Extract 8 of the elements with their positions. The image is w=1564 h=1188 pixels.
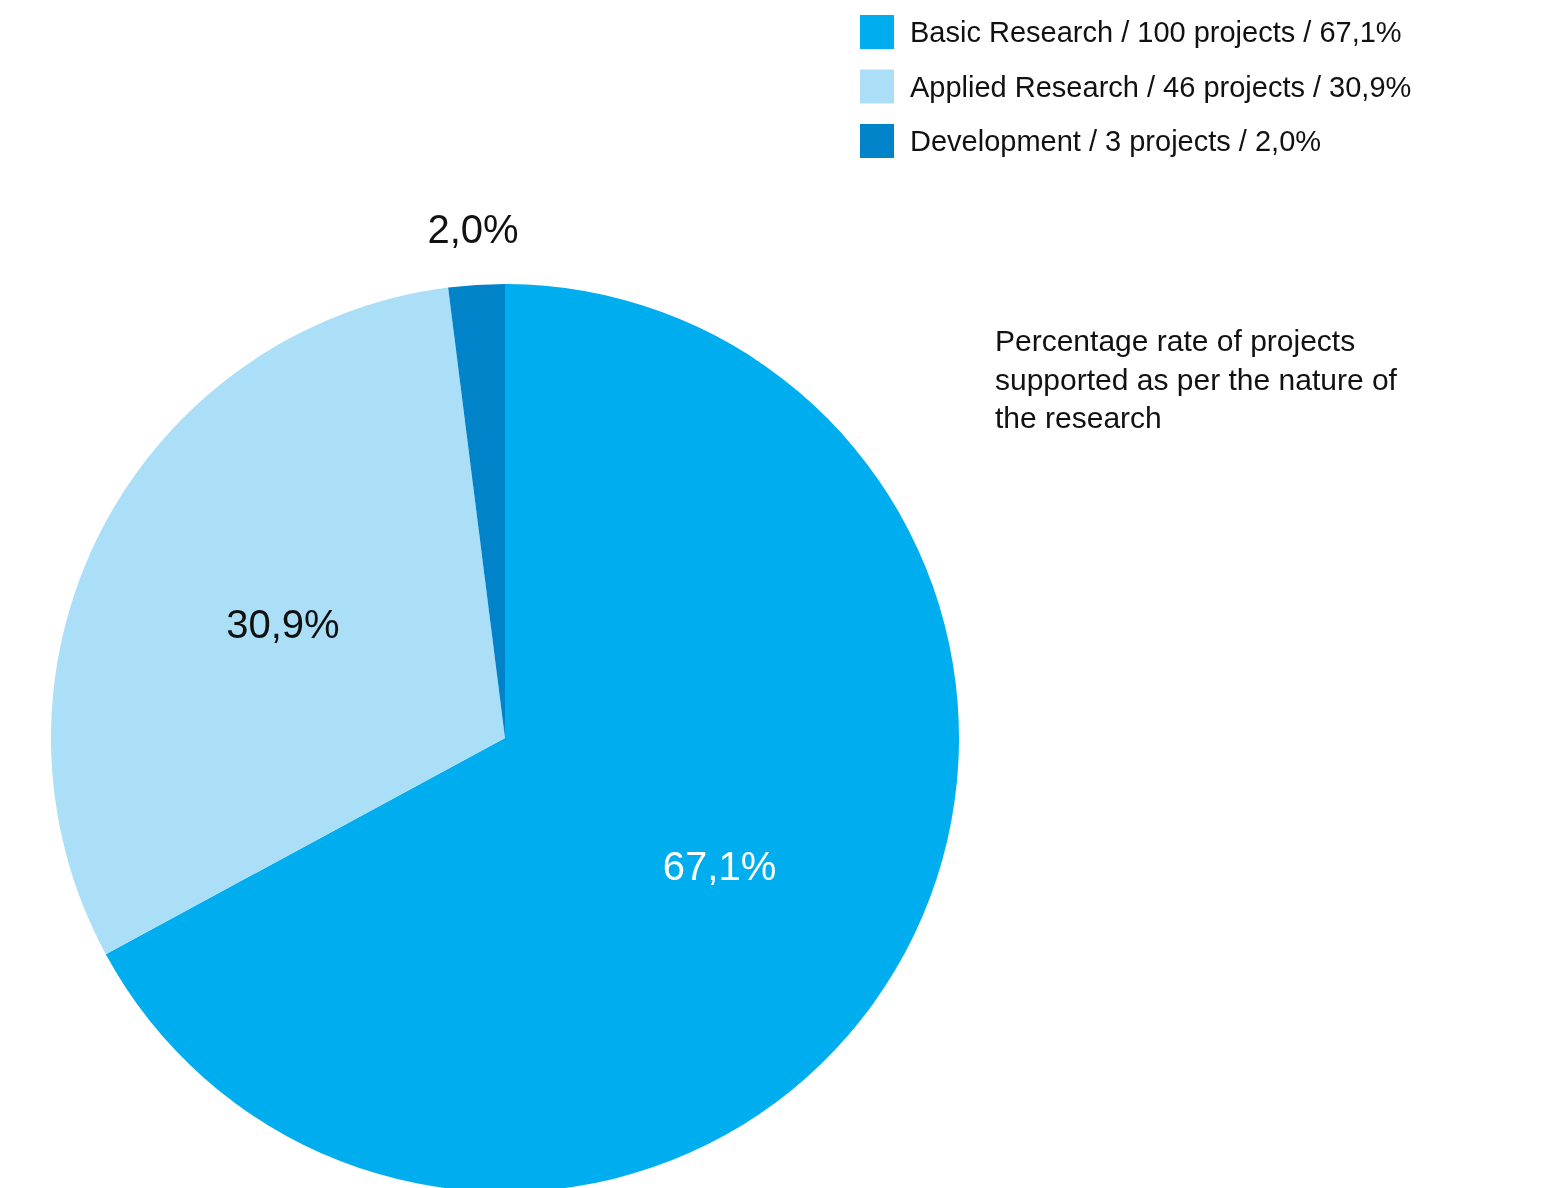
text: Percentage rate of projects supported as per the nature of the research xyxy=(995,323,1398,434)
data-label: 30,9% xyxy=(226,601,340,646)
legend-label: Applied Research / 46 projects / 30,9% xyxy=(910,70,1412,103)
data-label: 2,0% xyxy=(427,207,519,252)
legend-label: Basic Research / 100 projects / 67,1% xyxy=(910,16,1402,48)
data-label: 67,1% xyxy=(662,843,777,888)
legend-label: Development / 3 projects / 2,0% xyxy=(910,125,1322,157)
pie-slice xyxy=(51,287,505,955)
